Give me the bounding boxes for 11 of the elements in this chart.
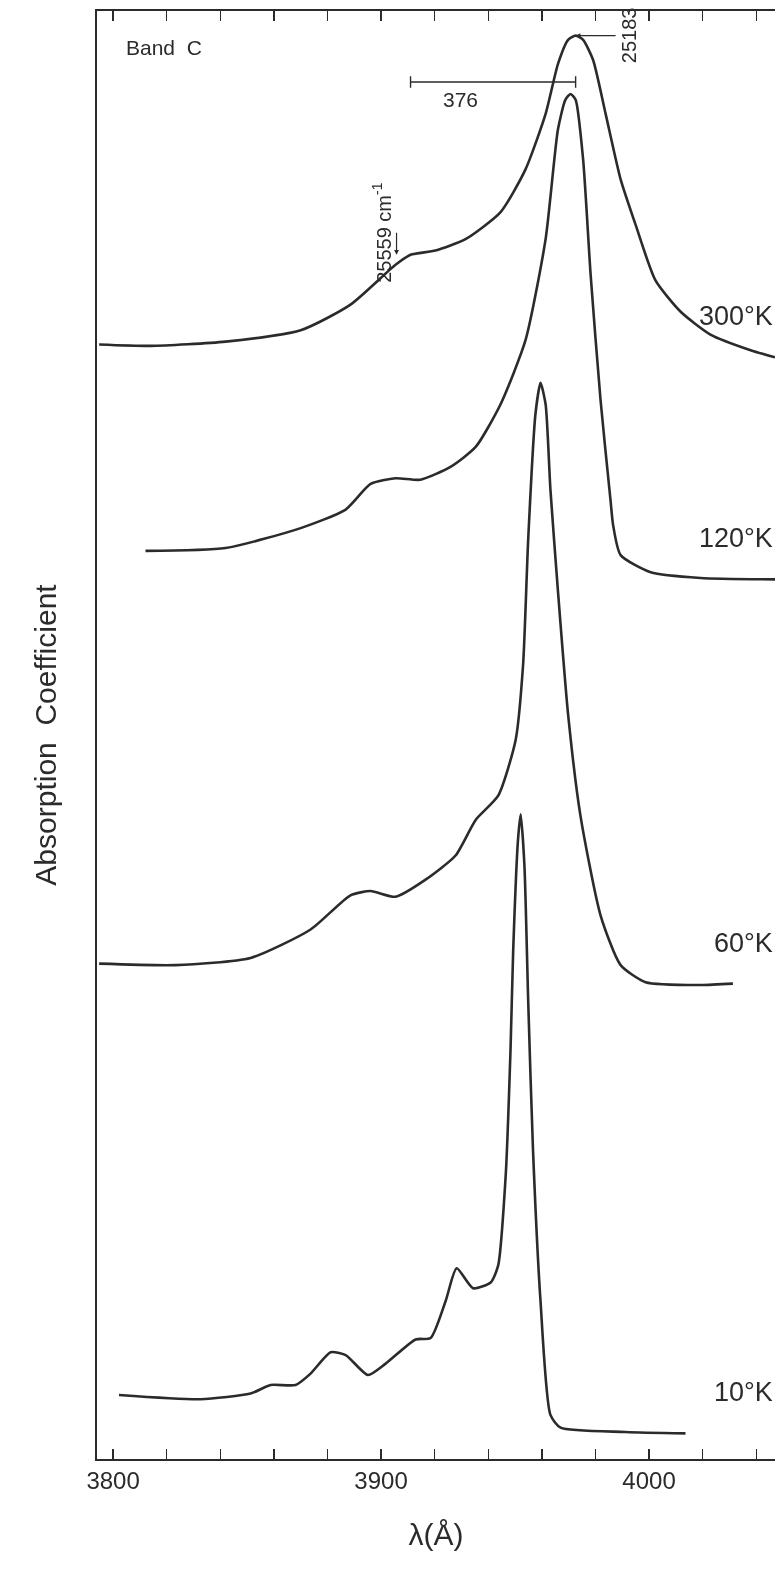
x-tick-label: 3900	[354, 1467, 408, 1495]
x-tick-label: 4000	[622, 1467, 676, 1495]
annotation: 376	[443, 88, 479, 111]
y-axis-title: Absorption Coefficient	[28, 583, 62, 886]
x-axis-title: λ(Å)	[408, 1517, 464, 1551]
series-label: 120°K	[699, 523, 773, 553]
series-label: 10°K	[714, 1377, 773, 1407]
x-tick-label: 3800	[86, 1467, 140, 1495]
series-label: 60°K	[714, 928, 773, 958]
annotation: Band C	[126, 36, 202, 59]
series-label: 300°K	[699, 301, 773, 331]
